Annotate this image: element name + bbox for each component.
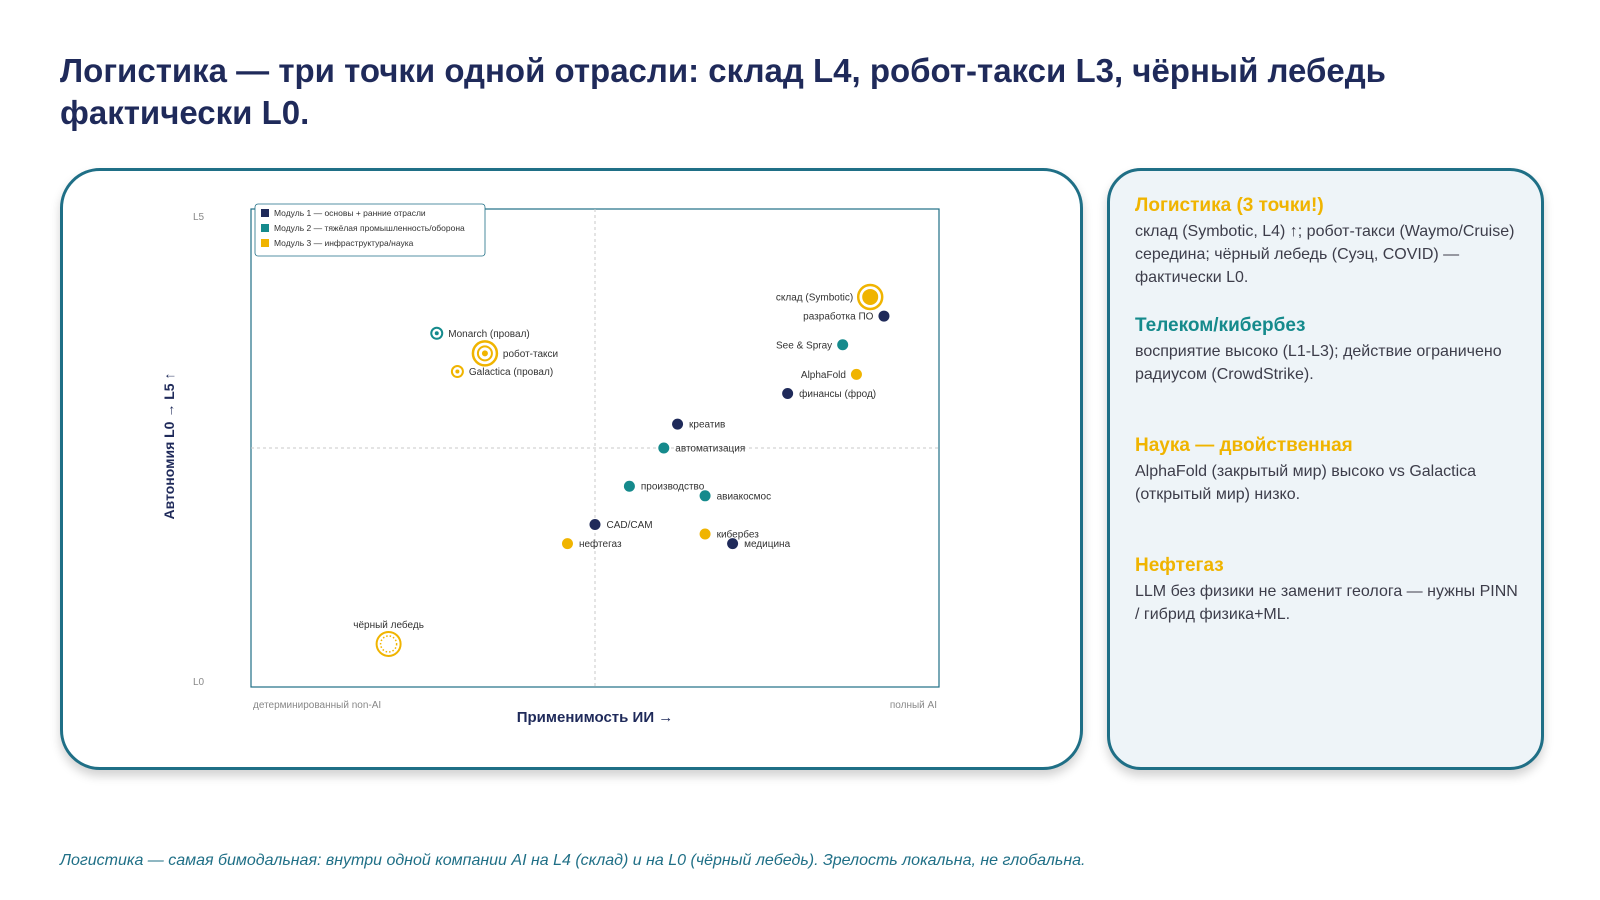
y-tick-bottom: L0: [193, 677, 205, 688]
data-point: Galactica (провал): [450, 365, 553, 378]
point-marker: [379, 635, 398, 653]
data-point: креатив: [672, 418, 725, 431]
point-marker: [589, 518, 601, 530]
data-point: автоматизация: [658, 442, 745, 455]
data-point: склад (Symbotic): [776, 283, 884, 311]
point-marker: [699, 528, 711, 540]
point-label: чёрный лебедь: [353, 619, 424, 631]
point-label: AlphaFold: [801, 370, 846, 381]
legend-label: Модуль 1 — основы + ранние отрасли: [274, 208, 426, 218]
insight-heading: Телеком/кибербез: [1135, 315, 1306, 336]
point-marker: [862, 288, 879, 305]
point-marker: [850, 368, 862, 380]
point-marker: [623, 480, 635, 492]
insight-body: склад (Symbotic, L4) ↑; робот-такси (Way…: [1135, 223, 1515, 286]
insight-telecom: Телеком/кибербез восприятие высоко (L1-L…: [1135, 314, 1525, 386]
chart-card: L5 L0 детерминированный non-AI полный AI…: [60, 168, 1083, 770]
point-marker-core: [481, 350, 488, 357]
point-label: See & Spray: [776, 340, 832, 351]
points-layer: склад (Symbotic) разработка ПО See & Spray…: [353, 283, 890, 657]
data-point: нефтегаз: [561, 538, 622, 550]
point-label: кибербез: [717, 529, 760, 541]
point-label: креатив: [689, 420, 725, 431]
x-axis-label: Применимость ИИ →: [517, 709, 674, 726]
point-label: медицина: [744, 539, 790, 550]
data-point: кибербез: [699, 528, 760, 541]
point-label: финансы (фрод): [799, 388, 876, 400]
insight-heading: Наука — двойственная: [1135, 435, 1353, 456]
data-point: робот-такси: [471, 340, 558, 367]
data-point: AlphaFold: [801, 368, 862, 381]
legend-label: Модуль 3 — инфраструктура/наука: [274, 238, 414, 248]
data-point: финансы (фрод): [782, 388, 876, 400]
point-marker: [727, 538, 739, 550]
footer-note: Логистика — самая бимодальная: внутри од…: [60, 852, 1086, 869]
point-marker: [837, 339, 849, 351]
point-marker: [699, 490, 711, 502]
point-label: склад (Symbotic): [776, 292, 853, 303]
insight-body: AlphaFold (закрытый мир) высоко vs Galac…: [1135, 463, 1477, 503]
legend-box: [254, 203, 486, 257]
point-marker: [782, 388, 794, 400]
scatter-chart: L5 L0 детерминированный non-AI полный AI…: [161, 203, 940, 726]
point-marker: [561, 538, 573, 550]
insight-heading: Нефтегаз: [1135, 555, 1224, 576]
legend-swatch: [261, 239, 269, 247]
data-point: авиакосмос: [699, 490, 772, 502]
data-point: производство: [623, 480, 705, 493]
point-marker-core: [455, 369, 460, 374]
x-tick-left: детерминированный non-AI: [253, 700, 381, 711]
legend-label: Модуль 2 — тяжёлая промышленность/оборон…: [274, 223, 465, 233]
point-marker: [672, 418, 684, 430]
insight-body: LLM без физики не заменит геолога — нужн…: [1135, 583, 1518, 623]
insight-oilgas: Нефтегаз LLM без физики не заменит геоло…: [1135, 554, 1525, 626]
insights-panel: Логистика (3 точки!) склад (Symbotic, L4…: [1107, 168, 1544, 770]
legend-swatch: [261, 224, 269, 232]
legend: Модуль 1 — основы + ранние отрасли Модуль…: [254, 203, 486, 257]
y-axis-label: Автономия L0 → L5 ↑: [161, 373, 177, 520]
point-label: авиакосмос: [717, 491, 772, 502]
data-point: разработка ПО: [803, 310, 890, 323]
point-label: CAD/CAM: [607, 520, 653, 531]
point-marker: [878, 310, 890, 322]
x-tick-right: полный AI: [890, 700, 937, 711]
data-point: See & Spray: [776, 339, 849, 351]
point-marker-core: [434, 331, 439, 336]
insight-body: восприятие высоко (L1-L3); действие огра…: [1135, 343, 1502, 383]
insight-logistics: Логистика (3 точки!) склад (Symbotic, L4…: [1135, 194, 1525, 289]
insight-heading: Логистика (3 точки!): [1135, 195, 1324, 216]
point-label: автоматизация: [675, 444, 745, 455]
point-label: нефтегаз: [579, 538, 622, 550]
point-marker: [658, 442, 670, 454]
data-point: Monarch (провал): [430, 326, 530, 340]
point-label: разработка ПО: [803, 311, 873, 323]
point-label: робот-такси: [503, 348, 558, 360]
point-label: Galactica (провал): [469, 367, 553, 378]
y-tick-top: L5: [193, 212, 205, 223]
data-point: медицина: [727, 538, 791, 550]
point-label: Monarch (провал): [448, 329, 529, 340]
point-label: производство: [641, 482, 705, 493]
data-point: чёрный лебедь: [353, 619, 424, 657]
legend-swatch: [261, 209, 269, 217]
insight-science: Наука — двойственная AlphaFold (закрытый…: [1135, 434, 1525, 506]
data-point: CAD/CAM: [589, 518, 653, 531]
slide-title: Логистика — три точки одной отрасли: скл…: [60, 52, 1386, 131]
